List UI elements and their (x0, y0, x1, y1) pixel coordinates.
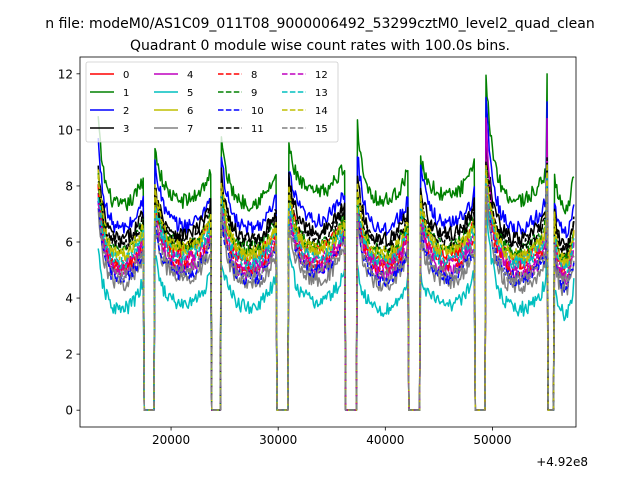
y-tick-label: 6 (65, 236, 73, 250)
y-tick-label: 10 (58, 123, 73, 137)
y-tick-label: 8 (65, 179, 73, 193)
legend-label: 2 (123, 106, 129, 117)
series-line-11 (97, 157, 575, 411)
legend-box (85, 61, 339, 143)
legend-label: 13 (315, 88, 328, 99)
legend-label: 3 (123, 124, 129, 135)
figure-suptitle: n file: modeM0/AS1C09_011T08_9000006492_… (45, 16, 594, 32)
legend-label: 12 (315, 70, 328, 81)
y-tick-label: 0 (65, 404, 73, 418)
legend-label: 9 (251, 88, 257, 99)
x-tick-label: 20000 (152, 433, 190, 447)
x-tick-label: 50000 (473, 433, 511, 447)
series-layer (97, 73, 575, 411)
series-line-5 (97, 195, 575, 411)
x-offset-label: +4.92e8 (536, 455, 588, 469)
y-tick-label: 4 (65, 292, 73, 306)
series-line-3 (97, 140, 575, 411)
legend-label: 14 (315, 106, 328, 117)
legend-label: 0 (123, 70, 129, 81)
chart-title: Quadrant 0 module wise count rates with … (130, 38, 510, 54)
legend-label: 7 (187, 124, 193, 135)
x-tick-label: 40000 (366, 433, 404, 447)
series-line-1 (97, 73, 575, 411)
legend-label: 15 (315, 124, 328, 135)
series-line-15 (98, 187, 575, 411)
x-tick-label: 30000 (259, 433, 297, 447)
y-tick-label: 12 (58, 67, 73, 81)
series-line-14 (97, 162, 575, 411)
series-line-7 (97, 187, 575, 411)
legend-label: 5 (187, 88, 193, 99)
series-line-2 (97, 96, 575, 411)
legend-label: 10 (251, 106, 264, 117)
legend-label: 11 (251, 124, 264, 135)
legend-label: 4 (187, 70, 193, 81)
y-tick-label: 2 (65, 348, 73, 362)
legend-label: 8 (251, 70, 257, 81)
legend-label: 6 (187, 106, 193, 117)
legend-label: 1 (123, 88, 129, 99)
series-line-10 (97, 180, 575, 411)
